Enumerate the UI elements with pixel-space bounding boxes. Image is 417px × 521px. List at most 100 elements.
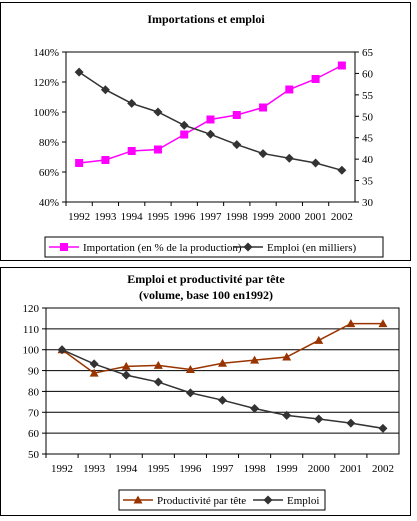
data-point xyxy=(232,140,242,150)
data-point xyxy=(153,377,163,387)
data-point xyxy=(121,370,131,380)
data-point xyxy=(101,156,110,164)
x-tick-label: 1995 xyxy=(147,463,170,475)
y2-tick-label: 35 xyxy=(362,176,374,188)
y-tick-label: 40% xyxy=(39,197,59,209)
y-tick-label: 120 xyxy=(23,303,40,315)
data-point xyxy=(284,153,294,163)
y2-tick-label: 50 xyxy=(362,111,374,123)
data-point xyxy=(180,130,189,139)
legend-label: Importation (en % de la production) xyxy=(83,242,242,254)
x-tick-label: 2000 xyxy=(278,211,301,223)
data-point xyxy=(57,345,67,355)
x-tick-label: 1996 xyxy=(173,211,196,223)
data-point xyxy=(346,319,356,328)
legend-label: Emploi xyxy=(287,495,319,507)
data-point xyxy=(337,61,346,70)
data-point xyxy=(337,165,347,175)
data-point xyxy=(218,358,227,367)
y-tick-label: 110 xyxy=(23,324,40,336)
data-point xyxy=(314,335,324,344)
data-point xyxy=(282,410,292,420)
x-tick-label: 1994 xyxy=(121,211,144,223)
imports-employment-chart: Importations et emploi 40% 60% 80% 100% 120%… xyxy=(33,12,384,258)
series-line-0 xyxy=(79,64,343,164)
y2-tick-label: 40 xyxy=(362,154,374,166)
data-point xyxy=(378,423,388,433)
x-tick-label: 1998 xyxy=(226,211,249,223)
y-tick-label: 140% xyxy=(33,47,59,59)
data-point xyxy=(75,159,84,167)
y-tick-label: 60% xyxy=(39,167,59,179)
y-tick-label: 70 xyxy=(28,407,40,419)
legend-box xyxy=(44,236,384,258)
x-tick-label: 1998 xyxy=(244,463,267,475)
data-point xyxy=(127,147,136,155)
legend-marker xyxy=(133,495,143,504)
data-point xyxy=(206,115,215,124)
x-tick-label: 1993 xyxy=(94,211,117,223)
y-tick-label: 120% xyxy=(33,77,59,89)
data-point xyxy=(100,85,110,95)
data-point xyxy=(121,361,131,370)
y2-tick-label: 65 xyxy=(362,47,374,59)
x-tick-label: 1997 xyxy=(200,211,223,223)
plot-area xyxy=(45,307,400,455)
y2-tick-label: 60 xyxy=(362,68,374,80)
data-point xyxy=(74,67,84,77)
data-point xyxy=(89,359,99,369)
data-point xyxy=(250,404,260,414)
chart-panel-imports: Importations et emploi 40% 60% 80% 100% 120%… xyxy=(0,2,411,261)
data-point xyxy=(206,129,215,139)
x-tick-label: 1996 xyxy=(179,463,202,475)
x-tick-label: 2001 xyxy=(305,211,327,223)
data-point xyxy=(258,149,268,159)
data-point xyxy=(232,111,241,119)
y-tick-label: 100 xyxy=(23,345,40,357)
y2-tick-label: 55 xyxy=(362,90,374,102)
employment-productivity-chart: Emploi et productivité par tête (volume,… xyxy=(23,272,400,511)
data-point xyxy=(89,368,99,377)
data-point xyxy=(346,418,356,428)
data-point xyxy=(179,120,189,130)
data-point xyxy=(218,395,227,405)
x-tick-label: 2001 xyxy=(340,463,362,475)
x-tick-label: 1995 xyxy=(147,211,170,223)
data-point xyxy=(311,158,321,168)
x-tick-label: 2002 xyxy=(372,463,394,475)
data-point xyxy=(282,352,292,361)
x-tick-label: 1994 xyxy=(115,463,138,475)
data-point xyxy=(153,360,163,369)
data-point xyxy=(378,319,388,328)
x-tick-label: 1999 xyxy=(252,211,275,223)
chart-subtitle: (volume, base 100 en1992) xyxy=(139,288,273,302)
legend-box xyxy=(118,489,326,511)
legend-marker xyxy=(243,242,253,252)
x-tick-label: 1992 xyxy=(51,463,73,475)
plot-area xyxy=(65,51,356,203)
legend-marker xyxy=(60,243,68,251)
data-point xyxy=(185,365,195,374)
data-point xyxy=(153,145,162,154)
data-point xyxy=(250,355,260,364)
legend-label: Emploi (en milliers) xyxy=(267,242,357,254)
x-tick-label: 1993 xyxy=(83,463,106,475)
chart-title: Emploi et productivité par tête xyxy=(127,272,285,286)
x-tick-label: 2002 xyxy=(331,211,353,223)
data-point xyxy=(259,103,268,112)
chart-title: Importations et emploi xyxy=(147,12,265,26)
x-tick-label: 1999 xyxy=(276,463,299,475)
y-tick-label: 80% xyxy=(39,137,59,149)
y-tick-label: 100% xyxy=(33,107,59,119)
data-point xyxy=(314,414,324,424)
y2-tick-label: 45 xyxy=(362,133,374,145)
data-point xyxy=(127,98,137,108)
data-point xyxy=(185,388,195,398)
data-point xyxy=(153,107,163,117)
legend-marker xyxy=(263,495,273,505)
x-tick-label: 2000 xyxy=(308,463,331,475)
y-tick-label: 60 xyxy=(28,428,40,440)
data-point xyxy=(311,75,320,83)
chart-panel-productivity: Emploi et productivité par tête (volume,… xyxy=(0,267,411,516)
y-tick-label: 50 xyxy=(28,449,40,461)
